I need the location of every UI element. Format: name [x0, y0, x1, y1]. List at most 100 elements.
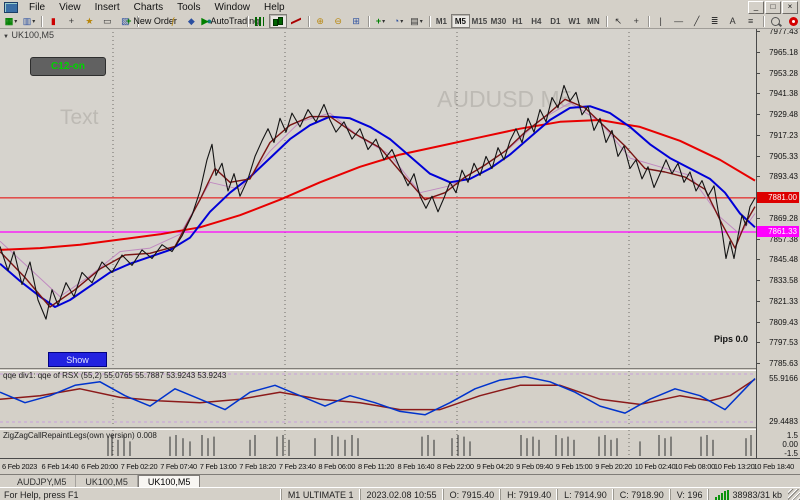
zigzag-indicator-canvas[interactable]	[0, 430, 756, 458]
timeframe-h4[interactable]: H4	[531, 16, 542, 26]
bar-chart-button[interactable]	[251, 14, 269, 28]
globe-icon: ●	[206, 16, 213, 26]
time-axis-label: 8 Feb 11:20	[357, 462, 395, 471]
chart-tab-2[interactable]: UK100,M5	[137, 475, 201, 488]
indicators-button[interactable]: + ▾	[372, 14, 390, 28]
menu-item-view[interactable]: View	[59, 1, 81, 13]
menu-item-help[interactable]: Help	[264, 1, 285, 13]
timeframe-m1[interactable]: M1	[435, 16, 447, 26]
timeframe-h1[interactable]: H1	[512, 16, 523, 26]
price-axis-label: 7833.58	[757, 276, 798, 285]
chart-symbol-label[interactable]: ▼ UK100,M5	[3, 30, 54, 40]
time-axis-label: 6 Feb 14:40	[41, 462, 79, 471]
menu-item-charts[interactable]: Charts	[133, 1, 164, 13]
chart-tab-1[interactable]: UK100,M5	[76, 475, 138, 488]
objects-list-icon: ≡	[748, 16, 754, 26]
chart-tab-bar: AUDJPY,M5 UK100,M5 UK100,M5	[0, 474, 800, 488]
new-chart-button[interactable]: ▦ ▾	[2, 14, 20, 28]
time-axis-label: 9 Feb 15:00	[555, 462, 593, 471]
profiles-button[interactable]: ▥ ▾	[20, 14, 38, 28]
navigator-button[interactable]: ★	[80, 14, 98, 28]
time-axis-label: 7 Feb 07:40	[160, 462, 197, 471]
menu-item-tools[interactable]: Tools	[177, 1, 201, 13]
tile-windows-button[interactable]: ⊞	[347, 14, 365, 28]
text-tool-button[interactable]: A	[724, 14, 742, 28]
metaeditor-button[interactable]: ◆	[182, 14, 200, 28]
objects-list-button[interactable]: ≡	[742, 14, 760, 28]
show-button[interactable]: Show	[48, 352, 107, 367]
metaeditor-icon: ◆	[187, 15, 195, 26]
line-chart-button[interactable]	[287, 14, 305, 28]
time-axis[interactable]: 6 Feb 2023 6 Feb 14:40 6 Feb 20:00 7 Feb 02…	[0, 459, 800, 474]
menu-item-insert[interactable]: Insert	[94, 1, 120, 13]
trendline-button[interactable]: ╱	[688, 14, 706, 28]
navigator-icon: ★	[85, 15, 94, 26]
data-window-button[interactable]: +	[62, 14, 80, 28]
main-chart-canvas[interactable]	[0, 28, 756, 368]
timeframe-mn[interactable]: MN	[587, 16, 600, 26]
restore-window-button[interactable]: □	[765, 0, 781, 14]
search-icon	[770, 16, 782, 27]
horizontal-line-icon: —	[674, 16, 684, 26]
timeframe-m5[interactable]: M5	[450, 14, 470, 28]
pane-splitter[interactable]	[0, 368, 800, 371]
terminal-button[interactable]: ▭	[98, 14, 116, 28]
text-tool-icon: A	[729, 16, 736, 26]
chevron-down-icon: ▾	[419, 18, 423, 25]
fibonacci-button[interactable]: ≣	[706, 14, 724, 28]
timeframe-m30[interactable]: M30	[490, 16, 507, 26]
line-chart-icon	[290, 16, 301, 26]
timeframe-w1[interactable]: W1	[568, 16, 581, 26]
qqe-axis-max-label: 55.9166	[769, 374, 798, 383]
resize-grip[interactable]	[788, 488, 800, 500]
periods-button[interactable]: ◔ ▾	[390, 14, 408, 28]
horizontal-line-button[interactable]: —	[670, 14, 688, 28]
minimize-window-button[interactable]: _	[748, 0, 764, 14]
zoom-out-button[interactable]: ⊖	[329, 14, 347, 28]
market-watch-button[interactable]: ▮	[44, 14, 62, 28]
expert-advisors-button[interactable]: ƒ	[164, 14, 182, 28]
community-button[interactable]: ●	[200, 14, 218, 28]
time-axis-label: 7 Feb 13:00	[199, 462, 237, 471]
zoom-in-button[interactable]: ⊕	[311, 14, 329, 28]
autotrading-button[interactable]: ▶ AutoTrading	[202, 14, 260, 28]
time-axis-label: 7 Feb 18:20	[239, 462, 277, 471]
timeframe-d1[interactable]: D1	[550, 16, 561, 26]
time-axis-label: 10 Feb 13:20	[713, 462, 755, 471]
strategy-tester-button[interactable]: ▧	[116, 14, 134, 28]
vertical-line-icon: |	[659, 16, 662, 26]
tile-windows-icon: ⊞	[352, 15, 360, 26]
menu-item-window[interactable]: Window	[214, 1, 251, 13]
time-axis-border	[0, 458, 800, 459]
trendline-icon: ╱	[693, 15, 700, 26]
search-button[interactable]	[766, 14, 784, 28]
cursor-button[interactable]: ↖	[609, 14, 627, 28]
timeframe-m15[interactable]: M15	[471, 16, 488, 26]
status-close: C: 7918.90	[612, 489, 670, 500]
new-order-button[interactable]: + New Order	[126, 14, 177, 28]
candlestick-chart-button[interactable]	[268, 14, 287, 28]
price-axis-label: 7977.43	[757, 27, 798, 36]
bar-chart-icon	[255, 16, 265, 26]
close-window-button[interactable]: ×	[782, 0, 798, 14]
vertical-line-button[interactable]: |	[652, 14, 670, 28]
c12-indicator-button[interactable]: C12-on	[30, 57, 106, 76]
chart-tab-0[interactable]: AUDJPY,M5	[8, 475, 77, 488]
status-account[interactable]: M1 ULTIMATE 1	[280, 489, 360, 500]
menu-item-file[interactable]: File	[29, 1, 46, 13]
price-axis[interactable]: 7977.43 7965.18 7953.28 7941.38 7929.48 7917.…	[757, 27, 800, 459]
chart-window-icon[interactable]	[4, 1, 18, 13]
market-watch-icon: ▮	[50, 15, 56, 26]
crosshair-button[interactable]: +	[627, 14, 645, 28]
zigzag-axis-max-label: 1.5	[786, 431, 798, 440]
symbol-dropdown-icon: ▼	[3, 34, 9, 40]
status-low: L: 7914.90	[557, 489, 613, 500]
pane-splitter[interactable]	[0, 427, 800, 430]
time-axis-label: 7 Feb 23:40	[278, 462, 316, 471]
zigzag-axis-zero-label: 0.00	[782, 440, 798, 449]
status-bar: For Help, press F1 M1 ULTIMATE 1 2023.02…	[0, 487, 800, 500]
qqe-indicator-canvas[interactable]	[0, 371, 756, 427]
expert-advisors-icon: ƒ	[170, 16, 176, 26]
alerts-button[interactable]	[784, 14, 800, 28]
templates-button[interactable]: ▤ ▾	[408, 14, 426, 28]
